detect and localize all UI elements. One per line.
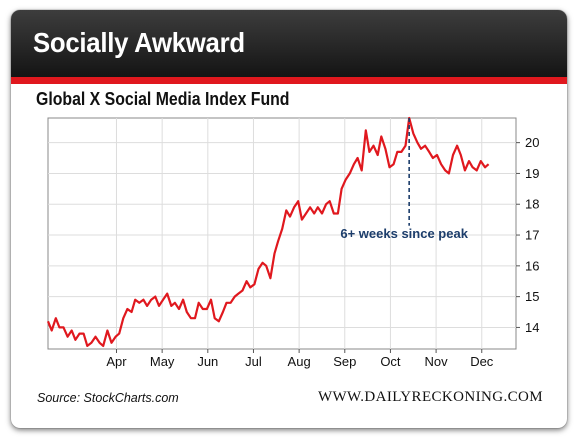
x-tick-label: Jun [197,354,218,369]
chart-card: Socially Awkward Global X Social Media I… [11,10,567,428]
annotation-label: 6+ weeks since peak [340,226,468,241]
x-tick-label: Nov [425,354,449,369]
x-tick-label: Apr [106,354,127,369]
x-tick-label: Aug [288,354,311,369]
y-tick-label: 20 [525,135,539,150]
site-credit: WWW.DAILYRECKONING.COM [317,389,543,405]
source-note: Source: StockCharts.com [37,391,179,405]
x-tick-label: Jul [245,354,262,369]
header-banner: Socially Awkward [11,10,567,77]
y-tick-label: 17 [525,228,539,243]
banner-accent-stripe [11,77,567,84]
y-tick-label: 18 [525,197,539,212]
x-tick-label: Dec [470,354,494,369]
y-tick-label: 14 [525,320,539,335]
y-tick-label: 16 [525,258,539,273]
x-tick-label: Oct [380,354,401,369]
series-line [46,116,490,347]
banner-title: Socially Awkward [33,27,245,58]
y-tick-label: 19 [525,166,539,181]
line-chart: Apr May Jun Jul Aug Sep Oct Nov Dec 14 15 16 17 18 19… [46,116,539,369]
x-tick-label: Sep [333,354,356,369]
y-tick-label: 15 [525,289,539,304]
x-tick-label: May [150,354,175,369]
chart-title: Global X Social Media Index Fund [36,89,290,109]
